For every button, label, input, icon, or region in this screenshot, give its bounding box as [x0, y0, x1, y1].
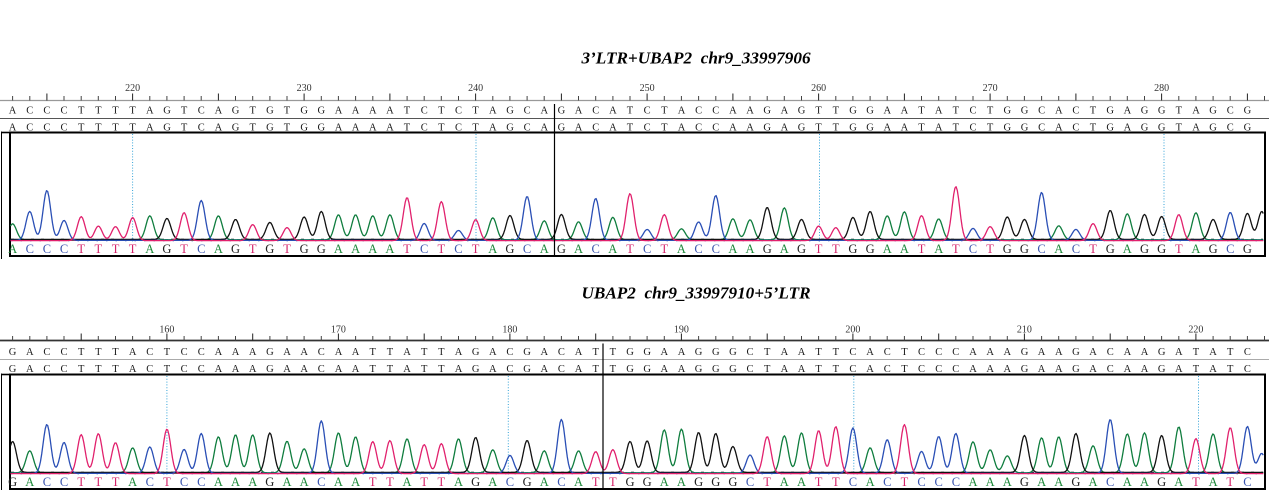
svg-text:200: 200 [845, 325, 860, 336]
svg-text:190: 190 [674, 325, 689, 336]
svg-text:220: 220 [125, 83, 140, 94]
svg-text:240: 240 [468, 83, 483, 94]
svg-text:3’LTR+UBAP2 chr9_33997906: 3’LTR+UBAP2 chr9_33997906 [580, 49, 811, 68]
svg-text:260: 260 [811, 83, 826, 94]
svg-text:180: 180 [502, 325, 517, 336]
svg-text:UBAP2 chr9_33997910+5’LTR: UBAP2 chr9_33997910+5’LTR [581, 284, 810, 303]
svg-text:230: 230 [297, 83, 312, 94]
svg-text:210: 210 [1017, 325, 1032, 336]
svg-text:280: 280 [1154, 83, 1169, 94]
svg-text:270: 270 [983, 83, 998, 94]
svg-text:220: 220 [1188, 325, 1203, 336]
svg-text:250: 250 [640, 83, 655, 94]
svg-text:160: 160 [159, 325, 174, 336]
svg-text:170: 170 [331, 325, 346, 336]
